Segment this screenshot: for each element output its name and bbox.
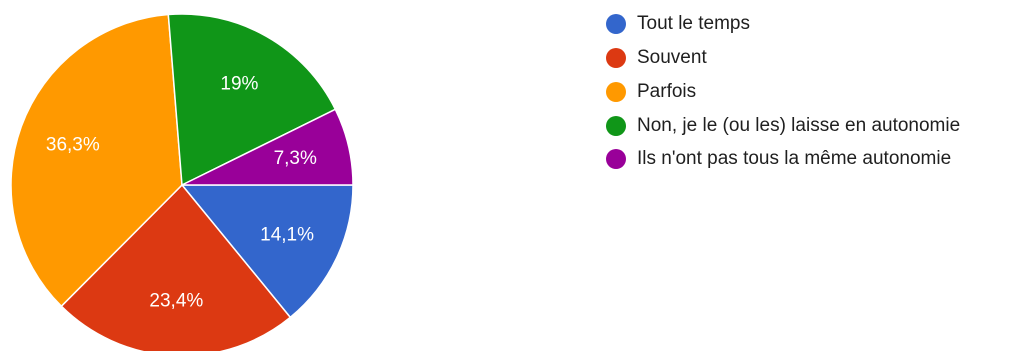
pie-slice-1 — [181, 184, 354, 319]
legend-swatch-icon — [606, 81, 626, 102]
pie-chart: 14,1% 23,4% 36,3% 19% 7,3% — [10, 13, 354, 351]
pie-slice-labels: 14,1% 23,4% 36,3% 19% 7,3% — [46, 73, 317, 311]
legend-item[interactable]: Souvent — [606, 46, 960, 71]
legend-swatch-icon — [606, 14, 626, 35]
legend-label: Souvent — [637, 47, 707, 69]
chart-legend: Tout le temps Souvent Parfois Non, je le (o… — [606, 12, 960, 181]
slice-value-label: 36,3% — [46, 134, 100, 155]
legend-label: Non, je le (ou les) laisse en autonomie — [637, 114, 961, 136]
pie-slice-2 — [60, 184, 292, 351]
pie-slice-5 — [181, 108, 354, 186]
pie-slice-4 — [167, 13, 337, 186]
legend-swatch-icon — [606, 149, 626, 170]
legend-item[interactable]: Ils n'ont pas tous la même autonomie — [606, 147, 960, 172]
slice-value-label: 14,1% — [260, 224, 314, 245]
legend-item[interactable]: Non, je le (ou les) laisse en autonomie — [606, 113, 960, 138]
legend-swatch-icon — [606, 115, 626, 136]
legend-label: Ils n'ont pas tous la même autonomie — [637, 148, 952, 170]
pie-slice-3 — [10, 13, 183, 307]
legend-label: Parfois — [637, 80, 697, 102]
legend-item[interactable]: Parfois — [606, 80, 960, 105]
slice-value-label: 7,3% — [274, 148, 317, 169]
slice-value-label: 23,4% — [149, 291, 203, 312]
legend-label: Tout le temps — [637, 13, 750, 35]
legend-swatch-icon — [606, 48, 626, 69]
legend-item[interactable]: Tout le temps — [606, 12, 960, 37]
pie-slices — [10, 13, 354, 351]
slice-value-label: 19% — [220, 73, 258, 94]
